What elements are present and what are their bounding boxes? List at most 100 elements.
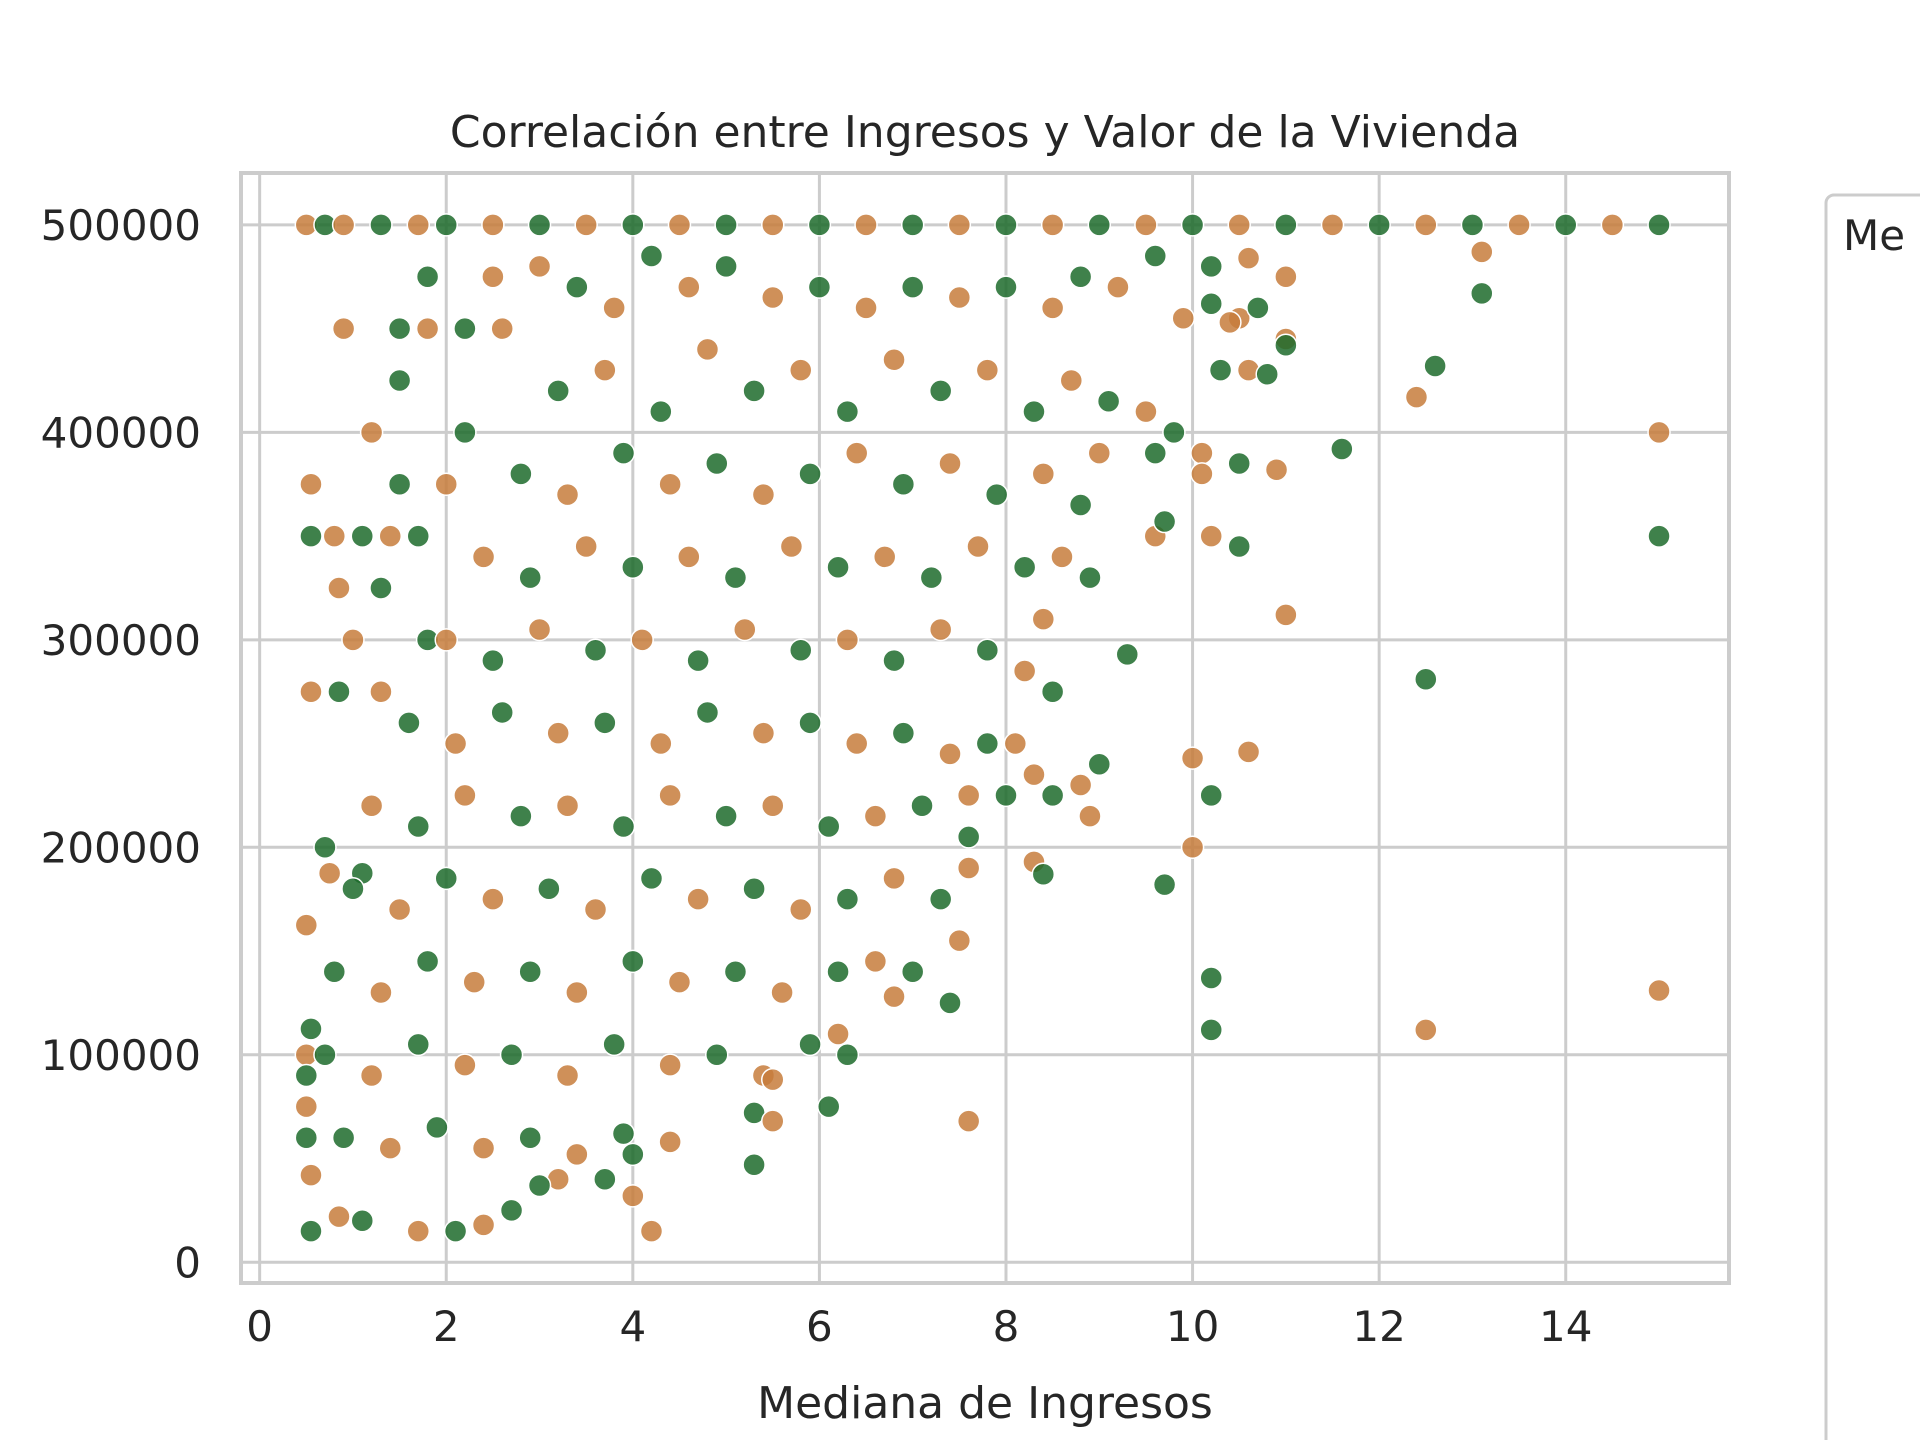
data-point (816, 814, 841, 839)
data-point (509, 804, 533, 828)
data-point (369, 980, 393, 1005)
x-tick-labels: 0 2 4 6 8 10 12 14 (246, 1302, 1592, 1351)
data-point (593, 358, 617, 382)
data-point (1031, 607, 1056, 631)
data-point (1274, 264, 1298, 289)
data-point (639, 244, 664, 268)
data-point (1274, 603, 1298, 627)
data-point (761, 285, 785, 310)
data-point (555, 482, 580, 507)
data-point (1330, 437, 1354, 461)
data-point (359, 1063, 384, 1088)
data-point (994, 783, 1018, 808)
data-point (742, 877, 766, 901)
data-point (621, 1184, 645, 1208)
data-point (331, 213, 356, 237)
data-point (294, 1063, 319, 1088)
data-point (574, 534, 598, 559)
data-point (527, 213, 552, 237)
data-point (1180, 746, 1205, 770)
data-point (677, 275, 701, 299)
data-point (406, 814, 431, 839)
data-point (1050, 545, 1074, 569)
data-point (900, 275, 925, 299)
data-point (1367, 213, 1391, 237)
legend-title: Me (1843, 211, 1905, 260)
data-point (331, 316, 356, 341)
data-point (761, 1067, 785, 1092)
data-point (471, 545, 496, 569)
data-point (378, 1136, 403, 1160)
data-point (481, 648, 505, 673)
data-point (518, 565, 542, 590)
data-point (938, 451, 962, 476)
y-tick-label: 200000 (41, 823, 201, 872)
data-point (387, 316, 412, 341)
data-point (844, 731, 869, 756)
data-point (630, 628, 654, 652)
data-point (1022, 762, 1046, 787)
data-point (471, 1136, 496, 1160)
data-point (434, 472, 458, 496)
data-point (434, 628, 458, 652)
data-point (714, 804, 738, 828)
data-point (938, 991, 962, 1015)
data-point (966, 534, 990, 559)
data-point (331, 1126, 356, 1150)
data-point (751, 482, 776, 507)
data-point (1040, 296, 1065, 320)
data-point (1460, 213, 1485, 237)
data-point (882, 648, 906, 673)
data-point (481, 887, 505, 911)
data-point (1031, 462, 1056, 486)
data-point (1012, 555, 1037, 579)
data-point (1647, 978, 1671, 1003)
data-point (956, 783, 981, 808)
data-point (443, 731, 468, 756)
data-point (1404, 385, 1429, 409)
data-point (1246, 296, 1270, 320)
data-point (359, 420, 384, 445)
data-point (1022, 399, 1046, 424)
data-point (826, 1022, 850, 1046)
data-point (891, 721, 916, 745)
data-point (742, 379, 766, 403)
data-point (294, 1094, 319, 1119)
data-point (299, 1017, 323, 1041)
data-point (910, 794, 934, 818)
data-point (798, 462, 822, 486)
data-point (872, 545, 897, 569)
data-point (1414, 1018, 1438, 1042)
data-point (1647, 420, 1671, 445)
x-tick-label: 0 (246, 1302, 273, 1351)
data-point (341, 628, 365, 652)
data-point (1087, 752, 1112, 777)
data-point (406, 1219, 431, 1243)
data-point (611, 814, 636, 839)
data-point (798, 1032, 822, 1057)
data-point (327, 576, 351, 600)
data-point (1078, 804, 1102, 828)
data-point (667, 213, 692, 237)
data-point (415, 264, 440, 289)
data-point (994, 213, 1018, 237)
data-point (322, 524, 347, 548)
data-point (621, 213, 645, 237)
data-point (816, 1094, 841, 1119)
data-point (956, 825, 981, 849)
data-point (807, 275, 832, 299)
data-point (826, 555, 850, 579)
data-point (975, 638, 1000, 662)
data-point (527, 617, 552, 642)
data-point (1199, 291, 1223, 316)
x-tick-label: 2 (433, 1302, 460, 1351)
y-tick-label: 100000 (41, 1031, 201, 1080)
data-point (406, 524, 431, 548)
data-point (415, 949, 440, 974)
data-point (928, 379, 953, 403)
data-point (863, 804, 888, 828)
data-point (788, 638, 813, 662)
data-point (835, 1043, 860, 1067)
data-point (611, 441, 636, 465)
